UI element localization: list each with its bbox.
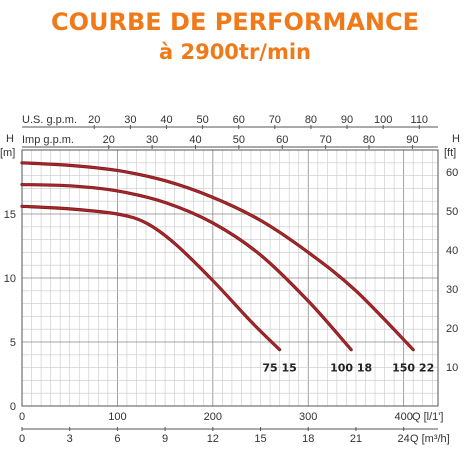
- m3h-tick-label: 21: [350, 433, 362, 445]
- us-gpm-tick-label: 110: [411, 114, 429, 126]
- us-gpm-tick-label: 90: [341, 114, 353, 126]
- y-left-tick-label: 10: [4, 273, 16, 285]
- y-axis-left-unit: [m]: [0, 147, 15, 159]
- series-curve-2: [21, 161, 415, 351]
- y-axis-left-h: H: [6, 133, 14, 145]
- m3h-tick-label: 6: [114, 433, 120, 445]
- y-left-tick-label: 0: [10, 401, 16, 413]
- us-gpm-tick-label: 30: [124, 114, 136, 126]
- us-gpm-tick-label: 70: [269, 114, 281, 126]
- m3h-tick-label: 12: [207, 433, 219, 445]
- m3h-tick-label: 9: [162, 433, 168, 445]
- imp-gpm-tick-label: 50: [233, 134, 245, 146]
- m3h-tick-label: 0: [19, 433, 25, 445]
- us-gpm-tick-label: 50: [196, 114, 208, 126]
- y-axis-right-unit: [ft]: [444, 147, 456, 159]
- x-lpm-tick-label: 400: [394, 411, 412, 423]
- us-gpm-tick-label: 100: [374, 114, 392, 126]
- series-curve-0: [21, 205, 281, 351]
- m3h-tick-label: 15: [254, 433, 266, 445]
- imp-gpm-tick-label: 20: [103, 134, 115, 146]
- m3h-tick-label: 24: [398, 433, 410, 445]
- imp-gpm-label: Imp g.p.m.: [22, 134, 74, 146]
- y-right-tick-label: 20: [446, 323, 458, 335]
- series-label-1: 100 18: [330, 362, 372, 375]
- y-right-tick-label: 50: [446, 206, 458, 218]
- series-curve-outline-2: [20, 161, 415, 352]
- x-lpm-tick-label: 200: [204, 411, 222, 423]
- us-gpm-tick-label: 60: [233, 114, 245, 126]
- m3h-unit-label: Q [m³/h]: [410, 433, 450, 445]
- y-axis-right-h: H: [452, 133, 460, 145]
- us-gpm-tick-label: 40: [160, 114, 172, 126]
- y-left-tick-label: 5: [10, 337, 16, 349]
- chart-title: COURBE DE PERFORMANCE: [51, 8, 419, 36]
- x-lpm-tick-label: 100: [108, 411, 126, 423]
- us-gpm-tick-label: 20: [88, 114, 100, 126]
- y-right-tick-label: 30: [446, 284, 458, 296]
- chart-subtitle: à 2900tr/min: [158, 40, 312, 64]
- us-gpm-tick-label: 80: [305, 114, 317, 126]
- series-curve-1: [21, 183, 353, 351]
- imp-gpm-tick-label: 60: [276, 134, 288, 146]
- m3h-tick-label: 18: [302, 433, 314, 445]
- y-left-tick-label: 15: [4, 209, 16, 221]
- x-lpm-tick-label: 0: [19, 411, 25, 423]
- y-right-tick-label: 10: [446, 362, 458, 374]
- m3h-tick-label: 3: [67, 433, 73, 445]
- us-gpm-label: U.S. g.p.m.: [22, 114, 77, 126]
- imp-gpm-tick-label: 80: [363, 134, 375, 146]
- y-right-tick-label: 60: [446, 167, 458, 179]
- imp-gpm-tick-label: 70: [320, 134, 332, 146]
- plot-frame: [21, 149, 439, 407]
- imp-gpm-tick-label: 30: [146, 134, 158, 146]
- series-label-2: 150 22: [392, 362, 434, 375]
- series-label-0: 75 15: [262, 362, 296, 375]
- x-lpm-tick-label: 300: [299, 411, 317, 423]
- y-right-tick-label: 40: [446, 245, 458, 257]
- x-lpm-unit-label: Q [l/1']: [412, 411, 443, 423]
- imp-gpm-tick-label: 40: [189, 134, 201, 146]
- imp-gpm-tick-label: 90: [406, 134, 418, 146]
